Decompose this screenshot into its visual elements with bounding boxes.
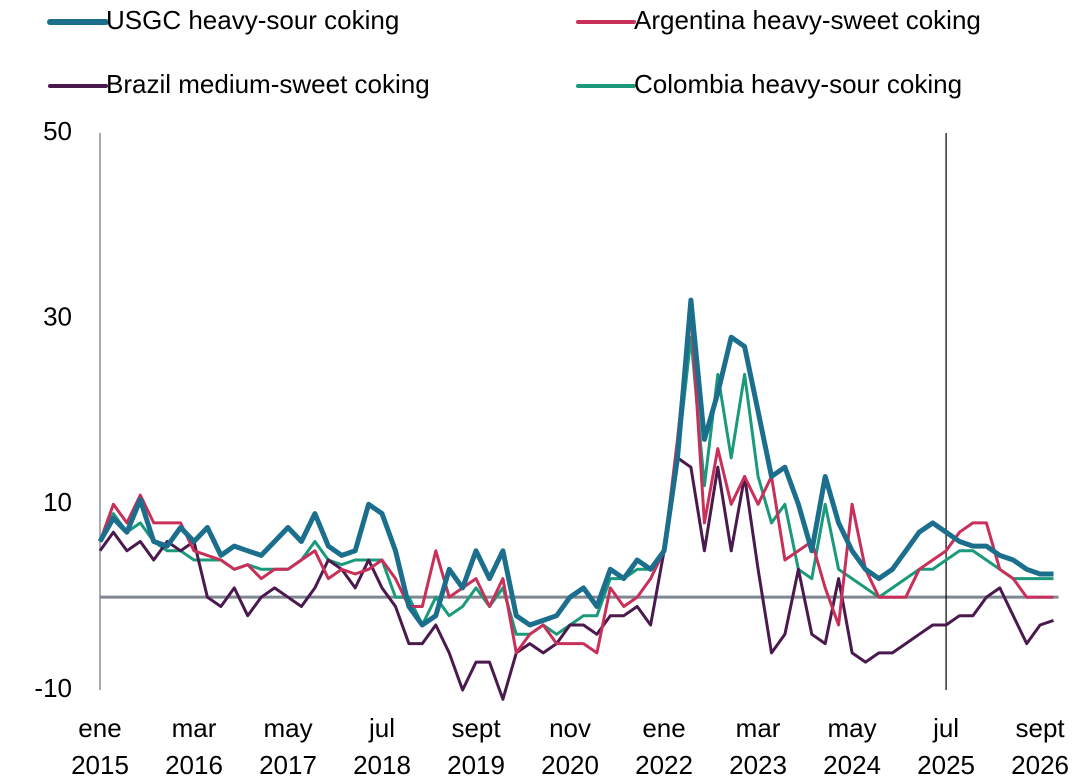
x-tick-label: jul 2018 bbox=[353, 713, 411, 780]
series-line bbox=[98, 456, 1054, 701]
x-tick-label: mar 2016 bbox=[165, 713, 223, 780]
x-tick-label: jul 2025 bbox=[917, 713, 975, 780]
series-line bbox=[98, 307, 1054, 655]
legend-label: Argentina heavy-sweet coking bbox=[634, 5, 981, 35]
x-tick-label: ene 2015 bbox=[71, 713, 129, 780]
legend-label: Colombia heavy-sour coking bbox=[634, 69, 962, 99]
y-tick-label: 50 bbox=[43, 116, 72, 146]
legend-label: Brazil medium-sweet coking bbox=[106, 69, 430, 99]
y-tick-label: 10 bbox=[43, 487, 72, 517]
x-tick-label: sept 2019 bbox=[447, 713, 505, 780]
x-tick-label: may 2017 bbox=[259, 713, 317, 780]
y-tick-label: -10 bbox=[34, 673, 72, 703]
series-line bbox=[97, 297, 1054, 628]
x-tick-label: sept 2026 bbox=[1011, 713, 1070, 780]
legend-label: USGC heavy-sour coking bbox=[106, 5, 399, 35]
y-tick-label: 30 bbox=[43, 302, 72, 332]
x-tick-label: mar 2023 bbox=[729, 713, 787, 780]
x-tick-label: may 2024 bbox=[823, 713, 881, 780]
x-tick-label: nov 2020 bbox=[541, 713, 599, 780]
x-tick-label: ene 2022 bbox=[635, 713, 693, 780]
series-line bbox=[98, 335, 1054, 636]
